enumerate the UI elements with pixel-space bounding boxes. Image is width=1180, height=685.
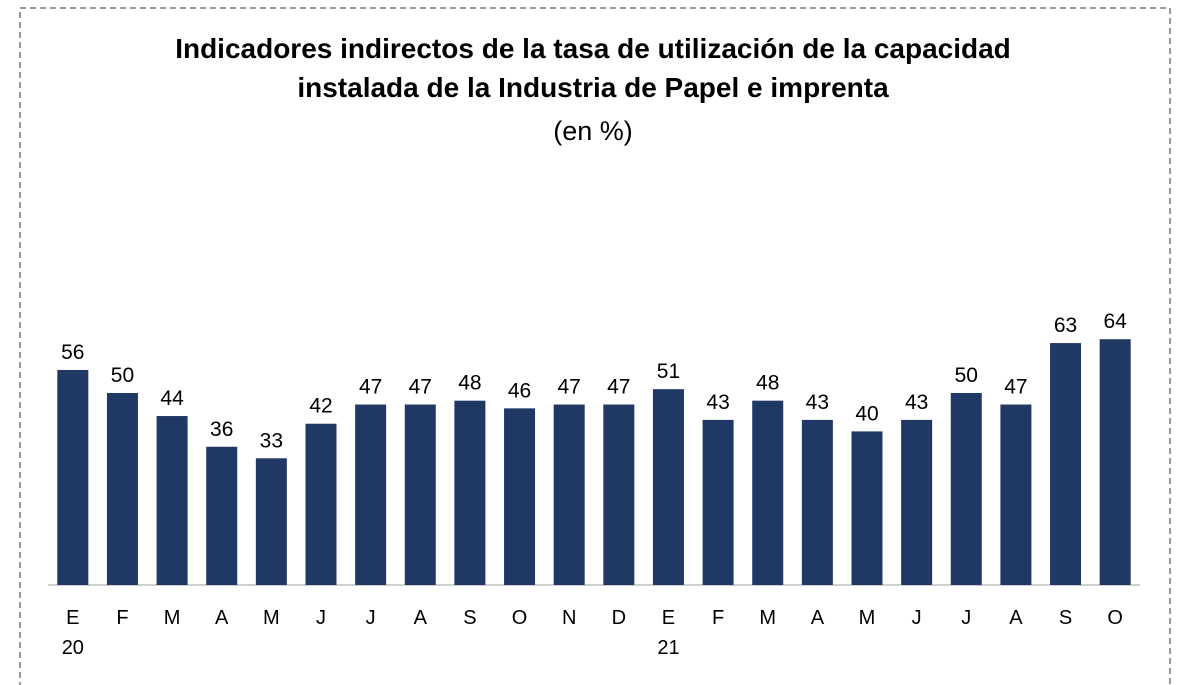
bar (206, 446, 238, 585)
bar (454, 400, 486, 585)
bar (901, 419, 933, 585)
value-label: 43 (905, 391, 928, 414)
x-tick-label: J (961, 607, 971, 629)
value-label: 64 (1104, 310, 1128, 333)
bar (355, 404, 387, 585)
bar (801, 419, 833, 585)
value-label: 48 (756, 372, 779, 395)
bar (1050, 343, 1082, 585)
x-tick-label: O (512, 607, 528, 629)
x-tick-label: J (366, 607, 376, 629)
x-tick-label: N (562, 607, 576, 629)
bar (255, 458, 287, 585)
bar (404, 404, 436, 585)
value-label: 47 (409, 376, 432, 399)
value-label: 42 (309, 395, 332, 418)
bar (57, 369, 89, 585)
value-label: 46 (508, 379, 531, 402)
x-tick-label: J (316, 607, 326, 629)
chart-title: Indicadores indirectos de la tasa de uti… (175, 33, 1011, 64)
value-label: 50 (111, 364, 134, 387)
x-tick-label: A (414, 607, 428, 629)
value-label: 43 (706, 391, 729, 414)
x-tick-label: E 21 (657, 607, 679, 659)
x-tick-label: J (912, 607, 922, 629)
x-tick-label: M (164, 607, 181, 629)
bar (1000, 404, 1032, 585)
bar (752, 400, 784, 585)
x-tick-label: D (612, 607, 626, 629)
bar (504, 408, 536, 585)
chart-subtitle: (en %) (553, 116, 633, 146)
value-label: 44 (160, 387, 184, 410)
x-tick-label: E 20 (62, 607, 84, 659)
chart-title: instalada de la Industria de Papel e imp… (297, 72, 889, 103)
value-label: 51 (657, 360, 680, 383)
x-tick-label: O (1107, 607, 1123, 629)
value-label: 47 (359, 376, 382, 399)
value-label: 47 (1004, 376, 1027, 399)
bar (851, 431, 883, 585)
bar (106, 393, 138, 585)
x-tick-label: M (263, 607, 280, 629)
x-tick-label: A (215, 607, 229, 629)
x-tick-label: M (759, 607, 776, 629)
frame (19, 7, 1171, 685)
value-label: 63 (1054, 314, 1077, 337)
value-label: 33 (260, 429, 283, 452)
value-label: 47 (607, 376, 630, 399)
value-label: 40 (855, 402, 878, 425)
x-tick-label: S (463, 607, 476, 629)
value-label: 43 (806, 391, 829, 414)
bar (305, 423, 337, 585)
x-tick-label: F (712, 607, 724, 629)
bar (553, 404, 585, 585)
x-tick-label: A (811, 607, 825, 629)
value-label: 48 (458, 372, 481, 395)
value-label: 36 (210, 418, 233, 441)
bar (950, 393, 982, 585)
value-label: 56 (61, 341, 84, 364)
x-tick-label: A (1009, 607, 1023, 629)
bar (1099, 339, 1131, 585)
bar (603, 404, 635, 585)
x-tick-label: F (116, 607, 128, 629)
bar (652, 389, 684, 585)
value-label: 47 (558, 376, 581, 399)
bar (702, 419, 734, 585)
value-label: 50 (955, 364, 978, 387)
bar (156, 416, 188, 585)
x-tick-label: S (1059, 607, 1072, 629)
x-tick-label: M (859, 607, 876, 629)
